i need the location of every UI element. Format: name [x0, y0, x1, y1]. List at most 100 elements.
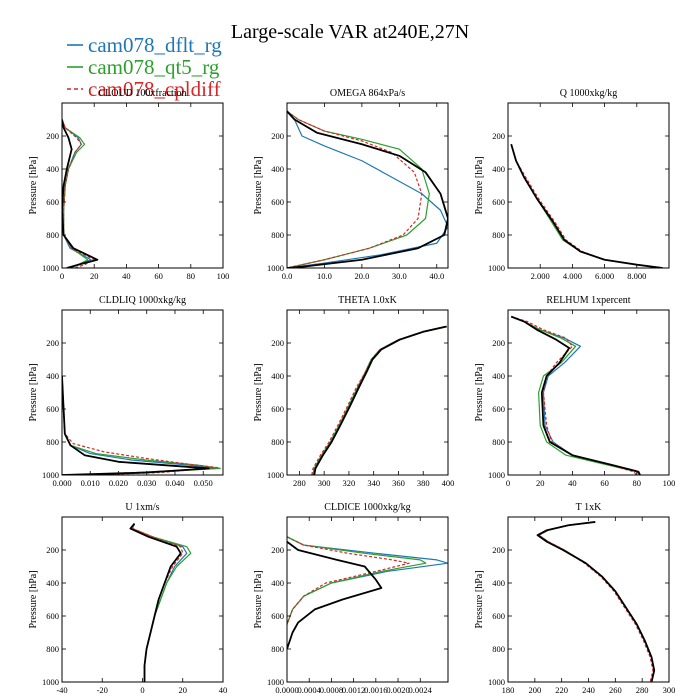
series-line-cam078_cpldiff	[287, 536, 410, 625]
x-tick-label: 0.0008	[320, 685, 343, 695]
panel-title: CLOUD 100xfraction	[98, 88, 186, 99]
x-tick-label: 80	[633, 478, 642, 488]
y-tick-label: 400	[492, 371, 505, 381]
y-tick-label: 800	[271, 437, 284, 447]
x-tick-label: 20	[536, 478, 545, 488]
profile-panel: U 1xm/s Pressure [hPa] -40 -20 0 20 40 200 400 60…	[28, 502, 227, 695]
y-tick-label: 800	[271, 230, 284, 240]
y-tick-label: 200	[271, 338, 284, 348]
panel-title: T 1xK	[576, 502, 602, 513]
panel-frame	[286, 309, 449, 476]
x-tick-label: 0.010	[81, 478, 100, 488]
panel-title: CLDICE 1000xkg/kg	[324, 502, 410, 513]
x-tick-label: 0	[140, 685, 144, 695]
series-line-cam078_qt5_rg	[287, 110, 430, 268]
panel-frame	[61, 309, 224, 476]
y-axis-label: Pressure [hPa]	[28, 156, 39, 214]
x-tick-label: 0.0	[282, 271, 293, 281]
y-tick-label: 1000	[488, 677, 505, 687]
y-tick-label: 200	[492, 338, 505, 348]
panel-frame	[507, 516, 670, 683]
panel-title: THETA 1.0xK	[338, 295, 397, 306]
x-tick-label: 0.0016	[364, 685, 387, 695]
y-tick-label: 600	[492, 404, 505, 414]
series-line-reference	[287, 541, 383, 650]
panel-frame	[286, 102, 449, 269]
x-tick-label: 0.040	[165, 478, 184, 488]
x-tick-label: 0	[60, 271, 64, 281]
profile-panel: Q 1000xkg/kg Pressure [hPa] 2.000 4.000 6.00…	[474, 88, 670, 281]
profile-panel: RELHUM 1xpercent Pressure [hPa] 0 20 40 60 80 1…	[474, 295, 675, 488]
y-tick-label: 600	[492, 611, 505, 621]
x-tick-label: 0.0020	[386, 685, 409, 695]
series-line-reference	[287, 110, 448, 268]
y-tick-label: 400	[271, 578, 284, 588]
y-tick-label: 400	[46, 578, 59, 588]
y-tick-label: 200	[46, 131, 59, 141]
panel-frame	[61, 516, 224, 683]
panel-frame	[286, 516, 449, 683]
legend-entry: cam078_dflt_rg	[88, 33, 222, 57]
y-tick-label: 800	[271, 644, 284, 654]
x-tick-label: 200	[528, 685, 541, 695]
y-tick-label: 600	[492, 197, 505, 207]
series-line-cam078_cpldiff	[511, 316, 638, 475]
y-tick-label: 600	[271, 404, 284, 414]
x-tick-label: 40	[568, 478, 577, 488]
y-tick-label: 400	[46, 164, 59, 174]
x-tick-label: 0.0000	[275, 685, 298, 695]
y-tick-label: 400	[271, 371, 284, 381]
x-tick-label: 340	[367, 478, 380, 488]
x-tick-label: 180	[502, 685, 515, 695]
series-line-reference	[313, 325, 447, 475]
series-line-cam078_qt5_rg	[510, 144, 663, 268]
y-axis-label: Pressure [hPa]	[253, 570, 264, 628]
y-axis-label: Pressure [hPa]	[474, 363, 485, 421]
panel-title: RELHUM 1xpercent	[546, 295, 630, 306]
y-tick-label: 800	[492, 437, 505, 447]
y-tick-label: 1000	[267, 470, 284, 480]
series-line-cam078_dflt_rg	[511, 316, 641, 475]
legend-entry: cam078_cpldiff	[88, 77, 221, 101]
y-tick-label: 600	[46, 197, 59, 207]
profile-panel: THETA 1.0xK Pressure [hPa] 280 300 320 340 360…	[253, 295, 454, 488]
y-tick-label: 1000	[267, 263, 284, 273]
y-tick-label: 400	[492, 164, 505, 174]
y-tick-label: 800	[46, 230, 59, 240]
x-tick-label: 280	[293, 478, 306, 488]
series-line-cam078_cpldiff	[311, 325, 446, 475]
y-tick-label: 1000	[42, 263, 59, 273]
y-tick-label: 200	[46, 545, 59, 555]
x-tick-label: 60	[154, 271, 163, 281]
x-tick-label: 0.030	[137, 478, 156, 488]
profile-panel: CLOUD 100xfraction Pressure [hPa] 0 20 40 60 8…	[28, 88, 229, 281]
x-tick-label: 4.000	[563, 271, 582, 281]
x-tick-label: 60	[600, 478, 609, 488]
panel-title: CLDLIQ 1000xkg/kg	[99, 295, 186, 306]
y-tick-label: 1000	[42, 470, 59, 480]
x-tick-label: 40	[122, 271, 131, 281]
x-tick-label: 0.0024	[409, 685, 433, 695]
series-line-reference	[510, 315, 641, 475]
y-tick-label: 800	[492, 230, 505, 240]
profile-panel: T 1xK Pressure [hPa] 180 200 220 240 260 280 300…	[474, 502, 675, 695]
x-tick-label: 10.0	[317, 271, 332, 281]
x-tick-label: 8.000	[627, 271, 646, 281]
x-tick-label: 380	[417, 478, 430, 488]
series-line-cam078_qt5_rg	[62, 375, 221, 475]
y-tick-label: 800	[492, 644, 505, 654]
x-tick-label: 20	[179, 685, 188, 695]
x-tick-label: 220	[555, 685, 568, 695]
x-tick-label: 0.050	[194, 478, 213, 488]
y-tick-label: 800	[46, 437, 59, 447]
x-tick-label: -20	[97, 685, 108, 695]
legend-entry: cam078_qt5_rg	[88, 55, 220, 79]
y-tick-label: 400	[46, 371, 59, 381]
x-tick-label: 40	[219, 685, 228, 695]
profile-panel: OMEGA 864xPa/s Pressure [hPa] 0.0 10.0 20.0 3…	[253, 88, 449, 281]
x-tick-label: 300	[663, 685, 676, 695]
series-line-reference	[62, 375, 210, 475]
x-tick-label: 30.0	[392, 271, 407, 281]
y-tick-label: 600	[46, 404, 59, 414]
